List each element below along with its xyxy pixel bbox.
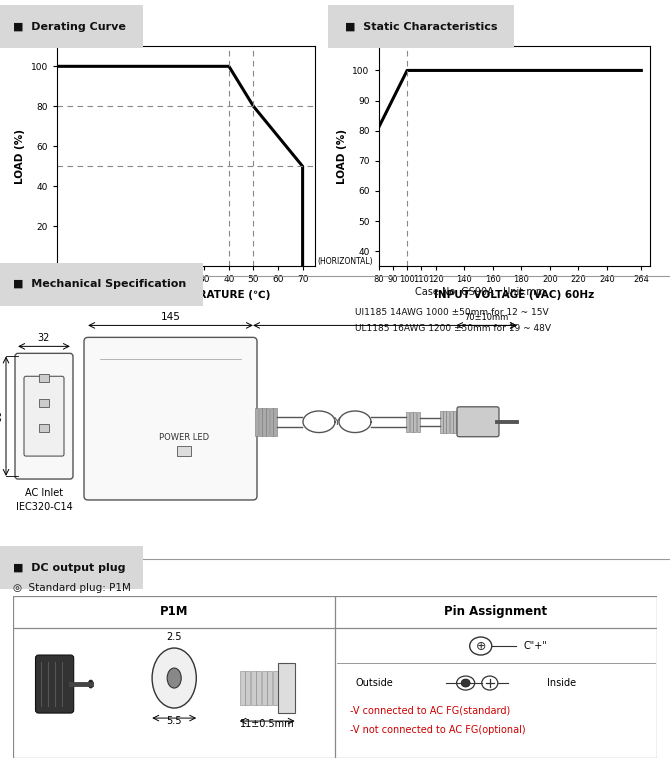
Y-axis label: LOAD (%): LOAD (%) bbox=[337, 129, 346, 184]
Text: Case No. GS90A   Unit:mm: Case No. GS90A Unit:mm bbox=[415, 287, 546, 297]
Text: 60: 60 bbox=[0, 410, 3, 422]
Bar bbox=[39, 374, 49, 382]
X-axis label: AMBIENT TEMPERATURE (℃): AMBIENT TEMPERATURE (℃) bbox=[102, 290, 270, 300]
Bar bbox=[177, 446, 191, 456]
Bar bbox=[251, 671, 256, 705]
Text: C"+": C"+" bbox=[524, 641, 547, 651]
Bar bbox=[453, 411, 456, 433]
Bar bbox=[39, 424, 49, 432]
Text: 145: 145 bbox=[161, 313, 180, 323]
Text: 32: 32 bbox=[38, 334, 50, 344]
Bar bbox=[39, 399, 49, 407]
Bar bbox=[406, 411, 409, 432]
Ellipse shape bbox=[168, 668, 181, 688]
Bar bbox=[440, 411, 443, 433]
Bar bbox=[409, 411, 413, 432]
Bar bbox=[417, 411, 419, 432]
Y-axis label: LOAD (%): LOAD (%) bbox=[15, 129, 25, 184]
Text: UI1185 14AWG 1000 ±50mm for 12 ~ 15V: UI1185 14AWG 1000 ±50mm for 12 ~ 15V bbox=[355, 309, 549, 317]
Text: ■  Mechanical Specification: ■ Mechanical Specification bbox=[13, 279, 187, 290]
Text: ■  Static Characteristics: ■ Static Characteristics bbox=[345, 22, 498, 32]
Text: Pin Assignment: Pin Assignment bbox=[444, 605, 547, 618]
Text: Y: Y bbox=[334, 417, 340, 427]
Text: 11±0.5mm: 11±0.5mm bbox=[240, 719, 295, 729]
Text: ■  DC output plug: ■ DC output plug bbox=[13, 563, 126, 573]
Text: -V connected to AC FG(standard): -V connected to AC FG(standard) bbox=[350, 705, 511, 715]
Ellipse shape bbox=[152, 648, 196, 708]
Bar bbox=[273, 408, 277, 435]
Bar bbox=[259, 408, 262, 435]
Text: 5.5: 5.5 bbox=[166, 716, 182, 726]
Ellipse shape bbox=[461, 679, 470, 687]
FancyBboxPatch shape bbox=[15, 354, 73, 479]
Text: POWER LED: POWER LED bbox=[159, 433, 209, 442]
Text: AC Inlet: AC Inlet bbox=[25, 488, 63, 498]
Bar bbox=[240, 671, 245, 705]
Bar bbox=[263, 408, 265, 435]
Text: -V not connected to AC FG(optional): -V not connected to AC FG(optional) bbox=[350, 725, 526, 735]
Bar bbox=[443, 411, 446, 433]
Text: ⊕: ⊕ bbox=[476, 639, 486, 652]
Text: ◎  Standard plug: P1M: ◎ Standard plug: P1M bbox=[13, 583, 131, 593]
Bar bbox=[245, 671, 250, 705]
FancyBboxPatch shape bbox=[84, 337, 257, 500]
Text: UL1185 16AWG 1200 ±50mm for 19 ~ 48V: UL1185 16AWG 1200 ±50mm for 19 ~ 48V bbox=[355, 324, 551, 334]
Text: 70±10mm: 70±10mm bbox=[464, 313, 509, 323]
X-axis label: INPUT VOLTAGE (VAC) 60Hz: INPUT VOLTAGE (VAC) 60Hz bbox=[434, 290, 594, 300]
Bar bbox=[450, 411, 452, 433]
Bar bbox=[266, 408, 269, 435]
Bar bbox=[446, 411, 450, 433]
FancyBboxPatch shape bbox=[36, 655, 74, 713]
Text: P1M: P1M bbox=[160, 605, 188, 618]
Ellipse shape bbox=[88, 680, 93, 688]
Text: 2.5: 2.5 bbox=[166, 632, 182, 642]
Text: (HORIZONTAL): (HORIZONTAL) bbox=[318, 257, 373, 266]
Bar bbox=[278, 663, 295, 713]
Bar bbox=[255, 408, 258, 435]
Bar bbox=[269, 408, 273, 435]
Bar bbox=[273, 671, 277, 705]
Text: ■  Derating Curve: ■ Derating Curve bbox=[13, 22, 126, 32]
FancyBboxPatch shape bbox=[457, 407, 499, 437]
Text: Inside: Inside bbox=[547, 678, 576, 688]
Bar bbox=[262, 671, 267, 705]
Bar bbox=[413, 411, 416, 432]
Text: IEC320-C14: IEC320-C14 bbox=[15, 502, 72, 512]
Bar bbox=[267, 671, 272, 705]
Bar bbox=[256, 671, 261, 705]
FancyBboxPatch shape bbox=[24, 376, 64, 456]
Text: Outside: Outside bbox=[355, 678, 393, 688]
